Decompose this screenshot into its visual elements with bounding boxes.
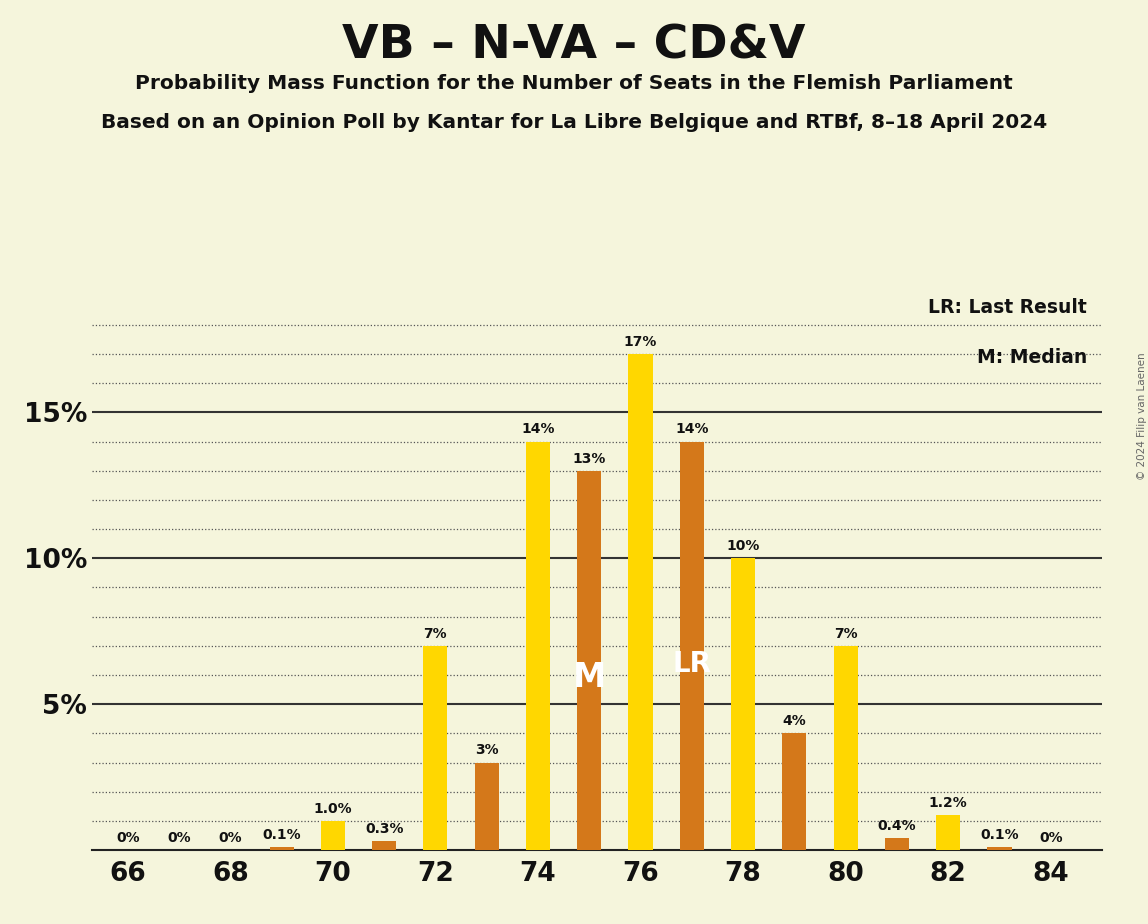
Text: 1.2%: 1.2% xyxy=(929,796,968,809)
Text: 0.1%: 0.1% xyxy=(262,828,301,842)
Bar xyxy=(372,842,396,850)
Bar xyxy=(474,762,498,850)
Text: LR: Last Result: LR: Last Result xyxy=(929,298,1087,318)
Text: 7%: 7% xyxy=(424,626,448,640)
Text: 13%: 13% xyxy=(573,452,606,466)
Text: 10%: 10% xyxy=(727,539,760,553)
Text: 1.0%: 1.0% xyxy=(313,802,352,816)
Bar xyxy=(628,354,652,850)
Text: M: Median: M: Median xyxy=(977,348,1087,368)
Bar xyxy=(526,442,550,850)
Bar xyxy=(731,558,755,850)
Bar xyxy=(320,821,344,850)
Bar xyxy=(680,442,704,850)
Bar xyxy=(577,470,602,850)
Text: 0%: 0% xyxy=(168,831,191,845)
Text: Probability Mass Function for the Number of Seats in the Flemish Parliament: Probability Mass Function for the Number… xyxy=(135,74,1013,93)
Text: 4%: 4% xyxy=(783,714,806,728)
Text: © 2024 Filip van Laenen: © 2024 Filip van Laenen xyxy=(1138,352,1147,480)
Text: 0%: 0% xyxy=(116,831,140,845)
Bar xyxy=(270,847,294,850)
Text: Based on an Opinion Poll by Kantar for La Libre Belgique and RTBf, 8–18 April 20: Based on an Opinion Poll by Kantar for L… xyxy=(101,113,1047,132)
Text: 0.1%: 0.1% xyxy=(980,828,1018,842)
Bar xyxy=(885,838,909,850)
Text: 14%: 14% xyxy=(675,422,708,436)
Text: LR: LR xyxy=(673,650,712,678)
Text: VB – N-VA – CD&V: VB – N-VA – CD&V xyxy=(342,23,806,68)
Bar xyxy=(833,646,858,850)
Bar xyxy=(424,646,448,850)
Text: M: M xyxy=(573,662,606,694)
Text: 0.3%: 0.3% xyxy=(365,822,403,836)
Text: 17%: 17% xyxy=(623,334,658,348)
Text: 0%: 0% xyxy=(218,831,242,845)
Bar xyxy=(782,734,806,850)
Text: 3%: 3% xyxy=(475,743,498,758)
Text: 0.4%: 0.4% xyxy=(877,820,916,833)
Bar xyxy=(936,815,960,850)
Text: 7%: 7% xyxy=(833,626,858,640)
Text: 0%: 0% xyxy=(1039,831,1063,845)
Text: 14%: 14% xyxy=(521,422,554,436)
Bar xyxy=(987,847,1011,850)
